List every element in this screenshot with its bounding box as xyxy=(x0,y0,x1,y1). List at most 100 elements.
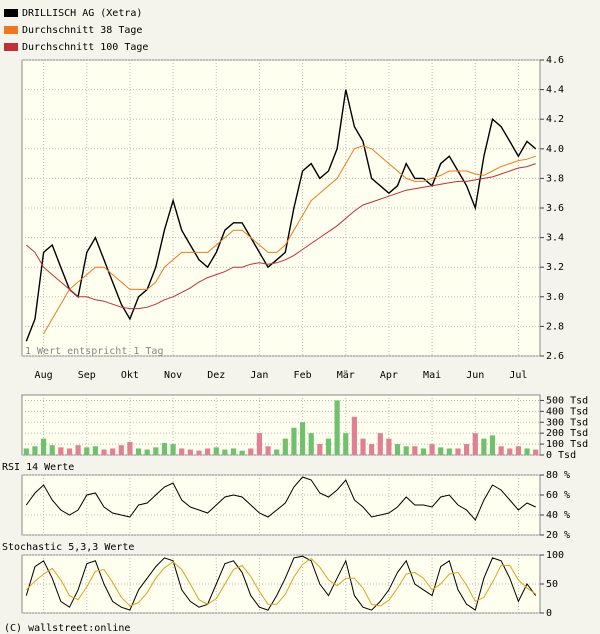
volume-bar xyxy=(498,446,504,455)
volume-bar xyxy=(84,447,90,455)
volume-bar xyxy=(420,448,427,455)
volume-bar xyxy=(196,450,202,455)
volume-bar xyxy=(153,447,159,455)
volume-bar xyxy=(524,448,530,455)
x-tick-label: Nov xyxy=(164,370,182,381)
volume-bar xyxy=(334,400,340,455)
y-tick-label: 400 Tsd xyxy=(546,406,588,417)
legend-swatch xyxy=(4,9,18,17)
volume-bar xyxy=(230,448,237,455)
y-tick-label: 80 % xyxy=(546,470,570,481)
volume-bar xyxy=(170,444,176,455)
x-tick-label: Sep xyxy=(78,370,96,381)
legend-swatch xyxy=(4,43,18,51)
volume-bar xyxy=(351,416,357,455)
volume-bar xyxy=(49,445,55,455)
volume-bar xyxy=(265,446,271,455)
y-tick-label: 500 Tsd xyxy=(546,395,588,406)
x-tick-label: Feb xyxy=(294,370,312,381)
x-tick-label: Okt xyxy=(121,370,139,381)
volume-bar xyxy=(92,446,98,455)
series-line xyxy=(25,89,537,342)
legend-label: Durchschnitt 100 Tage xyxy=(22,42,148,53)
y-tick-label: 0 Tsd xyxy=(546,450,576,461)
volume-bar xyxy=(299,422,306,455)
y-tick-label: 3.4 xyxy=(546,233,564,244)
volume-bar xyxy=(256,433,263,455)
volume-bar xyxy=(464,444,470,455)
volume-bar xyxy=(118,445,124,455)
volume-bar xyxy=(377,433,383,455)
y-tick-label: 60 % xyxy=(546,490,570,501)
y-tick-label: 200 Tsd xyxy=(546,428,588,439)
y-tick-label: 4.6 xyxy=(546,55,564,66)
panel-title: Stochastic 5,3,3 Werte xyxy=(2,542,134,553)
volume-bar xyxy=(187,449,193,455)
y-tick-label: 100 xyxy=(546,550,564,561)
volume-bar xyxy=(369,444,375,455)
volume-bar xyxy=(58,447,64,455)
y-tick-label: 3.6 xyxy=(546,203,564,214)
panel xyxy=(21,474,541,536)
series-line xyxy=(25,555,537,611)
volume-bar xyxy=(239,450,245,455)
y-tick-label: 0 xyxy=(546,608,552,619)
x-tick-label: Mai xyxy=(423,370,441,381)
volume-bar xyxy=(213,447,219,455)
y-tick-label: 4.2 xyxy=(546,114,564,125)
volume-bar xyxy=(403,446,409,455)
series-line xyxy=(25,163,536,310)
volume-bar xyxy=(75,445,81,455)
panel-title: RSI 14 Werte xyxy=(2,462,74,473)
volume-bar xyxy=(489,435,496,455)
volume-bar xyxy=(317,444,323,455)
y-tick-label: 2.6 xyxy=(546,351,564,362)
series-line xyxy=(25,476,536,521)
volume-bar xyxy=(282,438,288,455)
x-tick-label: Jan xyxy=(250,370,268,381)
volume-bar xyxy=(101,449,107,455)
volume-bar xyxy=(325,438,332,455)
x-tick-label: Dez xyxy=(207,370,225,381)
volume-bar xyxy=(23,448,29,455)
legend-label: Durchschnitt 38 Tage xyxy=(22,25,142,36)
x-tick-label: Aug xyxy=(35,370,53,381)
volume-bar xyxy=(472,433,478,455)
y-tick-label: 3.0 xyxy=(546,292,564,303)
volume-bar xyxy=(291,427,297,455)
volume-bar xyxy=(343,433,349,455)
y-tick-label: 4.0 xyxy=(546,144,564,155)
y-tick-label: 2.8 xyxy=(546,321,564,332)
x-tick-label: Mär xyxy=(337,370,355,381)
volume-bar xyxy=(360,438,366,455)
series-line xyxy=(43,145,536,335)
volume-bar xyxy=(135,448,142,455)
x-tick-label: Jul xyxy=(509,370,527,381)
y-tick-label: 100 Tsd xyxy=(546,439,588,450)
series-line xyxy=(25,557,536,607)
volume-bar xyxy=(66,448,73,455)
volume-bar xyxy=(179,448,185,455)
volume-bar xyxy=(455,448,461,455)
volume-bar xyxy=(446,448,452,455)
x-tick-label: Apr xyxy=(380,370,398,381)
y-tick-label: 50 xyxy=(546,579,558,590)
volume-bar xyxy=(394,444,401,455)
volume-bar xyxy=(127,441,133,455)
volume-bar xyxy=(110,448,116,455)
volume-bar xyxy=(161,443,168,455)
volume-bar xyxy=(412,446,418,455)
volume-bar xyxy=(533,449,539,455)
y-tick-label: 40 % xyxy=(546,510,570,521)
volume-bar xyxy=(274,449,280,455)
volume-bar xyxy=(507,448,513,455)
volume-bar xyxy=(248,448,254,455)
volume-bar xyxy=(32,446,38,455)
y-tick-label: 300 Tsd xyxy=(546,417,588,428)
y-tick-label: 20 % xyxy=(546,530,570,541)
volume-bar xyxy=(438,447,444,455)
annotation: 1 Wert entspricht 1 Tag xyxy=(25,346,163,357)
volume-bar xyxy=(144,449,150,455)
volume-bar xyxy=(481,438,487,455)
